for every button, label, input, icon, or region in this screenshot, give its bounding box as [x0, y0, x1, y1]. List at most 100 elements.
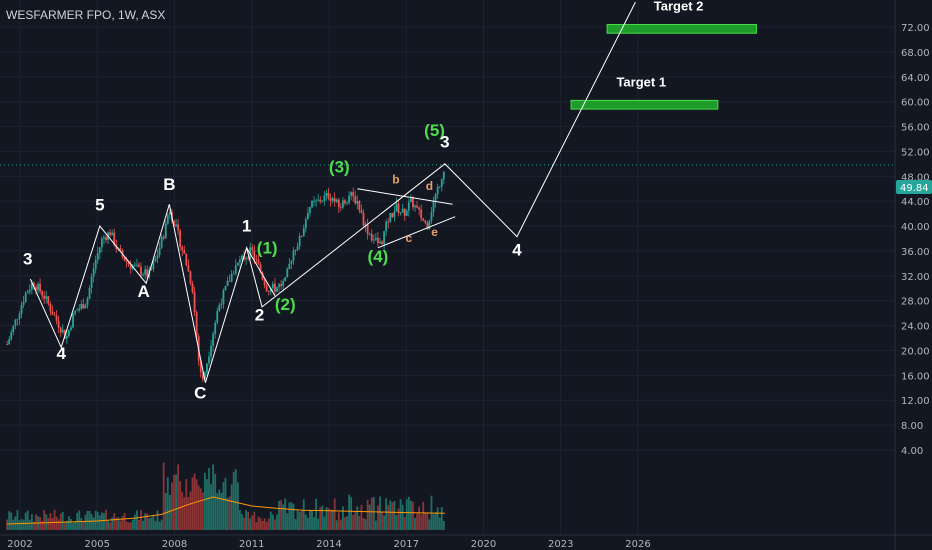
volume-bar: [121, 516, 124, 530]
candle-body: [210, 345, 212, 357]
candle-body: [100, 238, 103, 248]
volume-bar: [342, 506, 344, 530]
volume-bar: [278, 500, 280, 530]
volume-bar: [20, 519, 23, 530]
candle-body: [26, 291, 29, 294]
candle-body: [63, 329, 66, 339]
candle-body: [59, 327, 62, 333]
volume-bar: [422, 501, 425, 530]
candle-body: [146, 269, 149, 278]
volume-bar: [90, 513, 93, 530]
volume-bar: [164, 493, 167, 530]
volume-bar: [245, 510, 247, 530]
candle-body: [383, 231, 386, 244]
candle-body: [442, 172, 445, 180]
candle-body: [257, 259, 260, 265]
volume-bar: [329, 509, 332, 530]
volume-bar: [296, 510, 299, 530]
time-tick-label: 2005: [85, 539, 110, 550]
volume-bar: [94, 510, 97, 530]
volume-bar: [208, 467, 210, 530]
candle-body: [138, 264, 140, 267]
candle-body: [136, 264, 138, 266]
wave-label: b: [392, 173, 399, 187]
price-tick-label: 68.00: [901, 48, 930, 59]
candle-body: [109, 232, 112, 236]
volume-bar: [362, 517, 365, 530]
wave-label: c: [405, 231, 412, 245]
volume-bar: [171, 482, 173, 530]
candle-body: [119, 248, 122, 251]
wave-label: (3): [329, 158, 350, 177]
candle-body: [140, 266, 142, 275]
price-tick-label: 12.00: [901, 396, 930, 407]
candle-body: [51, 311, 54, 315]
candle-body: [352, 192, 355, 197]
volume-bar: [109, 522, 112, 530]
volume-bar: [133, 514, 136, 530]
candle-body: [391, 213, 394, 218]
candle-body: [84, 305, 87, 309]
time-tick-label: 2020: [471, 539, 496, 550]
price-tick-label: 24.00: [901, 322, 930, 333]
volume-bar: [8, 511, 11, 530]
volume-bar: [317, 518, 320, 530]
volume-bar: [22, 519, 25, 530]
candle-body: [133, 265, 136, 266]
volume-bar: [115, 517, 118, 530]
volume-bar: [39, 517, 41, 530]
volume-bar: [189, 491, 192, 530]
volume-bar: [300, 510, 303, 530]
volume-bar: [152, 515, 155, 530]
volume-bar: [286, 513, 289, 530]
time-axis[interactable]: 2002 2005 2008 2011 2014 2017 2020 2023 2026: [0, 534, 932, 550]
candle-body: [294, 250, 297, 251]
volume-bar: [199, 488, 202, 530]
candle-body: [247, 257, 250, 259]
candle-body: [230, 273, 233, 282]
candle-body: [309, 207, 311, 213]
candle-body: [356, 201, 359, 204]
volume-bar: [127, 522, 130, 530]
wave-label: 3: [23, 250, 32, 269]
candle-body: [49, 303, 52, 312]
candle-body: [271, 283, 274, 289]
volume-bar: [30, 514, 33, 530]
volume-bar: [175, 474, 177, 530]
volume-bar: [26, 510, 29, 530]
candle-body: [28, 289, 31, 292]
wave-label: (1): [257, 238, 278, 257]
volume-bar: [203, 472, 206, 530]
candle-body: [315, 200, 318, 202]
candle-body: [321, 201, 324, 202]
volume-bar: [276, 514, 278, 530]
volume-bar: [416, 513, 418, 530]
volume-bar: [222, 482, 225, 530]
price-tick-label: 48.00: [901, 172, 930, 183]
candle-body: [239, 259, 241, 263]
target-zones: Target 1 Target 2: [570, 0, 757, 110]
volume-bar: [282, 504, 285, 530]
volume-bar: [43, 510, 46, 530]
volume-bar: [327, 507, 330, 530]
volume-bar: [383, 515, 386, 530]
volume-bar: [41, 521, 44, 530]
volume-bar: [206, 479, 208, 530]
candle-body: [278, 284, 280, 288]
time-tick-label: 2017: [394, 539, 419, 550]
volume-bar: [395, 515, 398, 530]
volume-bar: [195, 479, 198, 530]
candle-body: [72, 313, 74, 328]
candle-body: [329, 198, 332, 201]
candle-body: [346, 202, 348, 204]
volume-bar: [346, 516, 348, 530]
volume-bar: [354, 512, 357, 530]
volume-bar: [391, 502, 394, 530]
wave-line: [246, 247, 276, 296]
candle-body: [10, 331, 13, 340]
candle-body: [14, 319, 17, 326]
candle-body: [201, 372, 204, 380]
price-axis[interactable]: 72.00 68.00 64.00 60.00 56.00 52.00 48.00 44.00…: [894, 0, 930, 550]
